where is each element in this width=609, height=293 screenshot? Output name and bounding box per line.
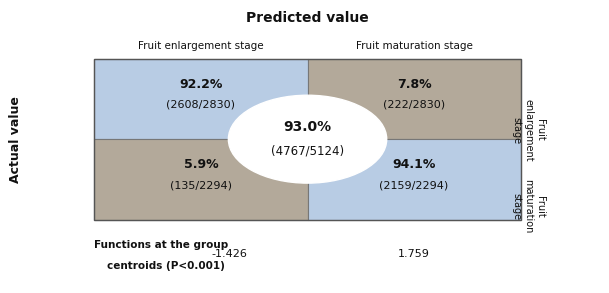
Text: (4767/5124): (4767/5124)	[271, 144, 344, 157]
Ellipse shape	[228, 95, 387, 183]
Text: 94.1%: 94.1%	[392, 158, 436, 171]
Text: Fruit maturation stage: Fruit maturation stage	[356, 41, 473, 51]
Text: Functions at the group: Functions at the group	[94, 240, 228, 250]
Text: (222/2830): (222/2830)	[383, 100, 445, 110]
Text: 1.759: 1.759	[398, 249, 430, 259]
Text: Predicted value: Predicted value	[246, 11, 369, 25]
Bar	[308, 59, 521, 139]
Text: Fruit enlargement stage: Fruit enlargement stage	[138, 41, 264, 51]
Bar	[94, 59, 521, 220]
Text: centroids (P<0.001): centroids (P<0.001)	[107, 261, 225, 271]
Text: -1.426: -1.426	[212, 249, 247, 259]
Text: Fruit
enlargement
stage: Fruit enlargement stage	[512, 99, 544, 161]
Bar	[94, 139, 308, 220]
Text: 93.0%: 93.0%	[283, 120, 332, 134]
Text: Actual value: Actual value	[9, 96, 22, 183]
Text: 7.8%: 7.8%	[397, 78, 431, 91]
Text: (2159/2294): (2159/2294)	[379, 180, 449, 190]
Bar	[94, 59, 308, 139]
Text: 5.9%: 5.9%	[184, 158, 218, 171]
Text: 92.2%: 92.2%	[179, 78, 223, 91]
Text: Fruit
maturation
stage: Fruit maturation stage	[512, 179, 544, 234]
Text: (2608/2830): (2608/2830)	[166, 100, 236, 110]
Text: (135/2294): (135/2294)	[170, 180, 232, 190]
Bar	[308, 139, 521, 220]
